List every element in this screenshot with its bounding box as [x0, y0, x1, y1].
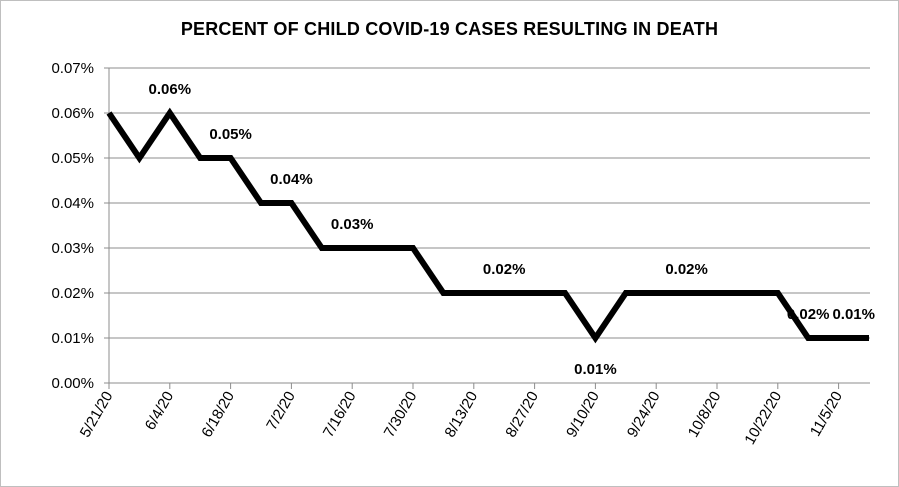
x-tick-label: 8/13/20 — [442, 389, 482, 441]
gridlines — [109, 67, 870, 339]
x-axis: 5/21/20 6/4/20 6/18/20 7/2/20 7/16/20 7/30/20… — [77, 382, 870, 448]
x-tick-label: 6/4/20 — [142, 389, 178, 434]
y-tick-label: 0.03% — [51, 240, 94, 257]
y-tick-label: 0.06% — [51, 105, 94, 122]
x-tick-label: 6/18/20 — [198, 389, 238, 441]
x-tick-label: 10/22/20 — [741, 389, 785, 448]
data-label: 0.02% — [483, 261, 526, 278]
x-tick-label: 7/16/20 — [320, 389, 360, 441]
data-labels: 0.06%0.05%0.04%0.03%0.02%0.01%0.02%0.02%… — [149, 81, 875, 378]
data-label: 0.04% — [270, 171, 313, 188]
data-label: 0.05% — [209, 126, 252, 143]
y-tick-label: 0.04% — [51, 195, 94, 212]
data-series — [106, 107, 869, 344]
data-label: 0.01% — [574, 361, 617, 378]
x-tick-label: 9/10/20 — [563, 389, 603, 441]
x-tick-label: 11/5/20 — [807, 389, 846, 440]
y-tick-label: 0.01% — [51, 330, 94, 347]
x-tick-label: 7/30/20 — [381, 389, 421, 441]
x-tick-label: 8/27/20 — [502, 389, 542, 441]
y-tick-label: 0.07% — [51, 60, 94, 77]
x-tick-label: 7/2/20 — [263, 389, 299, 434]
x-tick-label: 5/21/20 — [77, 389, 117, 441]
data-label: 0.01% — [832, 306, 875, 323]
y-tick-label: 0.05% — [51, 150, 94, 167]
x-tick-label: 10/8/20 — [685, 389, 725, 441]
data-label: 0.06% — [149, 81, 192, 98]
data-label: 0.03% — [331, 216, 374, 233]
x-tick-label: 9/24/20 — [624, 389, 664, 441]
chart-title: PERCENT OF CHILD COVID-19 CASES RESULTIN… — [180, 19, 719, 39]
y-axis: 0.00% 0.01% 0.02% 0.03% 0.04% 0.05% 0.06% 0.07% — [51, 60, 110, 392]
y-tick-label: 0.00% — [51, 375, 94, 392]
data-label: 0.02% — [787, 306, 830, 323]
series-line — [106, 107, 869, 344]
data-label: 0.02% — [665, 261, 708, 278]
y-tick-label: 0.02% — [51, 285, 94, 302]
